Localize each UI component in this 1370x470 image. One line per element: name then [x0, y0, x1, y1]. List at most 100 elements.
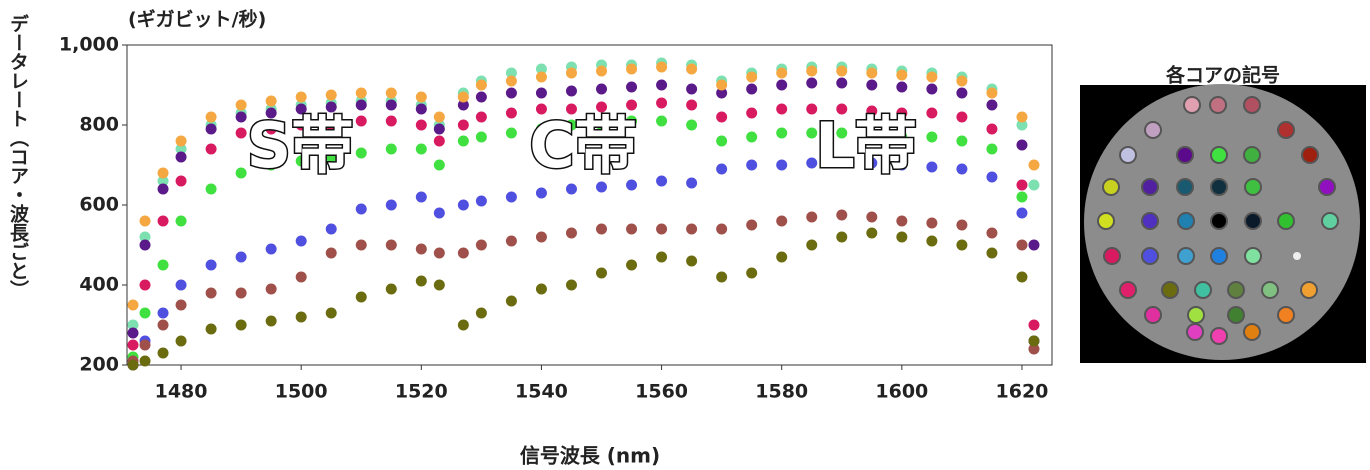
core	[1195, 282, 1211, 298]
point	[416, 244, 427, 255]
point	[356, 148, 367, 159]
y-tick-label: 200	[79, 354, 119, 376]
core	[1188, 307, 1204, 323]
point	[458, 320, 469, 331]
x-tick-label: 1520	[395, 381, 448, 403]
point	[896, 82, 907, 93]
point	[716, 224, 727, 235]
point	[536, 284, 547, 295]
point	[476, 92, 487, 103]
point	[158, 348, 169, 359]
point	[206, 288, 217, 299]
point	[1016, 180, 1027, 191]
band-label: L帯	[815, 109, 917, 182]
point	[476, 196, 487, 207]
point	[926, 84, 937, 95]
point	[476, 132, 487, 143]
point	[596, 268, 607, 279]
point	[776, 216, 787, 227]
point	[716, 112, 727, 123]
point	[1016, 272, 1027, 283]
point	[296, 236, 307, 247]
point	[656, 80, 667, 91]
point	[836, 78, 847, 89]
y-tick-label: 800	[79, 114, 119, 136]
point	[566, 280, 577, 291]
point	[506, 108, 517, 119]
point	[140, 240, 151, 251]
point	[356, 100, 367, 111]
core	[1142, 213, 1158, 229]
core	[1244, 97, 1260, 113]
marker-dot	[1293, 252, 1301, 260]
point	[1016, 240, 1027, 251]
point	[206, 124, 217, 135]
point	[836, 210, 847, 221]
point	[140, 216, 151, 227]
x-tick-label: 1540	[515, 381, 568, 403]
core	[1278, 213, 1294, 229]
point	[716, 136, 727, 147]
point	[476, 240, 487, 251]
point	[176, 176, 187, 187]
x-tick-label: 1620	[996, 381, 1049, 403]
point	[416, 192, 427, 203]
point	[656, 116, 667, 127]
point	[296, 92, 307, 103]
point	[476, 80, 487, 91]
point	[1016, 112, 1027, 123]
point	[356, 88, 367, 99]
core	[1228, 282, 1244, 298]
y-unit: (ギガビット/秒)	[128, 8, 266, 31]
point	[596, 182, 607, 193]
point	[926, 72, 937, 83]
point	[746, 160, 757, 171]
point	[236, 128, 247, 139]
point	[656, 176, 667, 187]
point	[416, 144, 427, 155]
point	[536, 72, 547, 83]
point	[206, 324, 217, 335]
point	[458, 120, 469, 131]
point	[128, 300, 139, 311]
x-axis-label: 信号波長 (nm)	[520, 444, 660, 468]
point	[716, 272, 727, 283]
core	[1145, 307, 1161, 323]
point	[158, 320, 169, 331]
point	[386, 100, 397, 111]
point	[236, 320, 247, 331]
point	[866, 212, 877, 223]
point	[434, 160, 445, 171]
point	[158, 308, 169, 319]
point	[266, 284, 277, 295]
point	[776, 160, 787, 171]
chart: (ギガビット/秒) データレート（コア・波長ごと） 信号波長 (nm) 各コアの…	[0, 0, 1370, 470]
core	[1142, 179, 1158, 195]
point	[1016, 208, 1027, 219]
point	[746, 268, 757, 279]
point	[140, 340, 151, 351]
point	[716, 80, 727, 91]
point	[128, 340, 139, 351]
point	[416, 104, 427, 115]
point	[806, 78, 817, 89]
point	[956, 240, 967, 251]
point	[626, 260, 637, 271]
band-label: S帯	[247, 109, 354, 182]
y-tick-label: 400	[79, 274, 119, 296]
point	[986, 100, 997, 111]
core	[1211, 248, 1227, 264]
core	[1244, 324, 1260, 340]
point	[1028, 336, 1039, 347]
core	[1319, 179, 1335, 195]
point	[458, 92, 469, 103]
point	[506, 236, 517, 247]
point	[476, 308, 487, 319]
point	[896, 216, 907, 227]
point	[506, 88, 517, 99]
core	[1184, 97, 1200, 113]
core	[1244, 147, 1260, 163]
point	[956, 164, 967, 175]
legend-title: 各コアの記号	[1165, 64, 1280, 87]
point	[458, 136, 469, 147]
